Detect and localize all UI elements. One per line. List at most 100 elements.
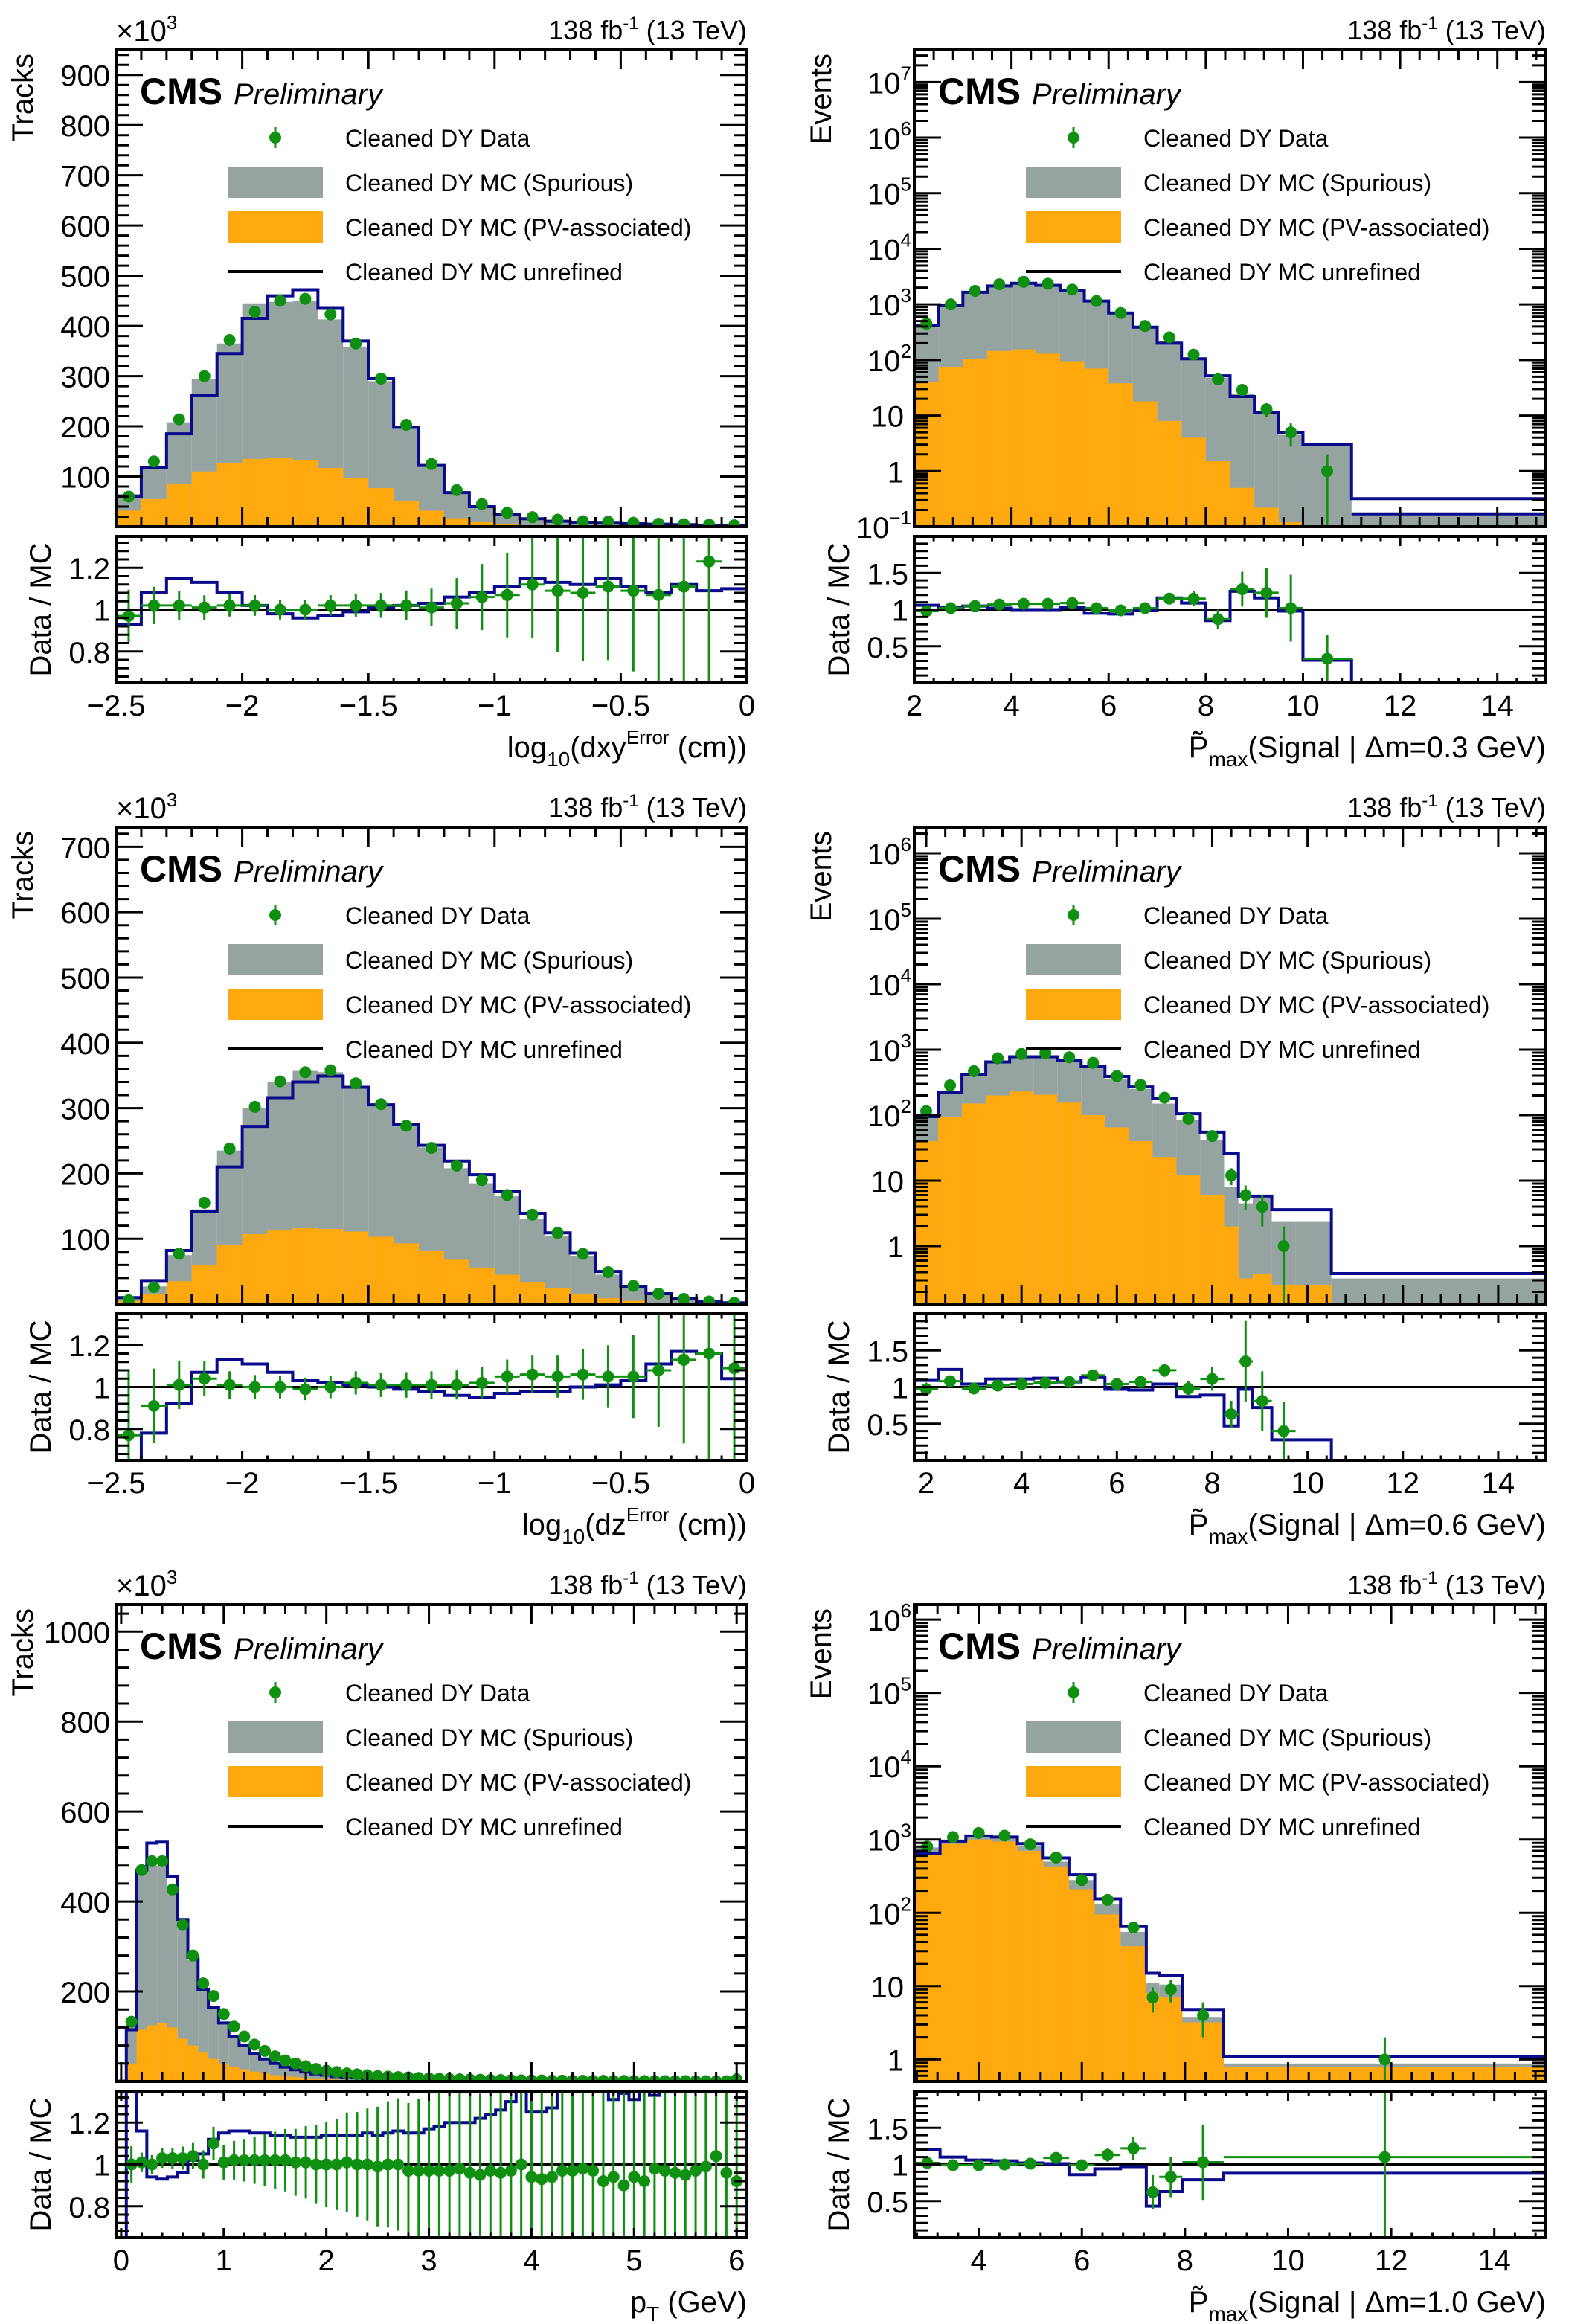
ratio-data-point [217,2156,230,2169]
pv-bar [136,2029,147,2081]
pv-bar [1011,349,1036,527]
data-point [187,1949,199,1962]
legend-label: Cleaned DY Data [345,1680,530,1707]
y-tick-label: 500 [60,963,110,995]
pv-bar [938,367,963,527]
data-point [475,498,488,510]
pv-bar [228,2067,240,2081]
legend-item-data: Cleaned DY Data [1068,125,1329,152]
main-frame [115,1603,748,2083]
ratio-data-point [1050,2151,1062,2164]
data-point [156,1855,169,1867]
x-tick-label: 3 [420,2244,437,2277]
lumi-label: 138 fb-1 (13 TeV) [1347,13,1546,45]
ratio-data-point [463,2166,476,2179]
main-plot-area [914,1826,1546,2081]
pv-bar [494,1274,520,1304]
ratio-data-point [1197,2156,1210,2169]
pv-bar [1181,437,1206,527]
pv-bar [343,1231,369,1304]
legend-label: Cleaned DY MC (Spurious) [1143,947,1431,974]
data-point [1187,348,1200,361]
x-tick-label: 12 [1384,690,1417,722]
panel-dxy: 100 200 300 400 500 600 700 800 900×103 Tracks CMS… [7,11,755,771]
x-tick-label: 8 [1177,2244,1193,2277]
ratio-data-point [382,2158,394,2171]
ratio-data-point [992,1379,1004,1392]
x-tick-label: 5 [626,2244,642,2277]
legend-item-pv: Cleaned DY MC (PV-associated) [228,1766,691,1797]
ratio-data-point [146,2158,158,2171]
ratio-data-point [176,2152,189,2165]
legend-label: Cleaned DY MC (PV-associated) [345,992,691,1018]
ratio-data-point [1146,2186,1159,2198]
y-tick-label: 500 [60,261,110,294]
y-tick-label: 103 [867,1820,911,1858]
ratio-data-point [638,2175,651,2188]
ratio-data-point [197,2158,210,2171]
data-point [602,516,614,527]
ratio-data-point [993,598,1006,611]
data-point [920,318,933,330]
data-point [501,1189,513,1201]
y-tick-label: 103 [867,1030,911,1068]
legend-data-marker-icon [269,909,281,921]
x-tick-label: −2 [225,690,260,722]
x-tick-label: −1.5 [339,1467,398,1500]
pv-bar [290,2076,301,2081]
pv-bar [469,1267,495,1304]
legend-swatch-icon [1026,167,1121,198]
data-point [450,484,463,496]
pv-bar [938,1116,963,1304]
ratio-y-axis-title: Data / MC [25,542,57,676]
y-axis-title: Events [805,54,838,144]
ratio-data-point [258,2154,271,2166]
y-tick-label: 400 [60,311,110,344]
ratio-data-point [972,2159,985,2171]
legend-item-pv: Cleaned DY MC (PV-associated) [1026,211,1489,243]
ratio-data-point [1039,1376,1052,1389]
y-tick-label: 900 [60,60,110,93]
ratio-plot-area [116,1314,747,1460]
panel-pt: 200 400 600 800 1000×103 Tracks CMS Preliminary… [7,1566,748,2324]
data-point [147,1281,160,1294]
ratio-y-axis-title: Data / MC [823,2097,856,2231]
y-axis-title: Tracks [7,54,39,142]
data-point [703,1295,716,1304]
data-point [207,1990,219,2003]
ratio-data-point [324,599,337,612]
data-point [248,2038,261,2051]
x-tick-label: 6 [728,2244,745,2277]
preliminary-label: Preliminary [1032,856,1183,888]
ratio-data-point [453,2163,466,2175]
y-tick-label: 1 [888,2044,904,2077]
x-tick-label: 0 [739,690,755,722]
pv-bar [519,1282,545,1304]
main-frame [115,48,748,528]
y-tick-label: 800 [60,110,110,143]
y-tick-label: 600 [60,1797,110,1829]
y-tick-label: 600 [60,211,110,243]
ratio-y-axis-title: Data / MC [25,2097,57,2231]
ratio-data-point [515,2158,527,2171]
ratio-data-point [678,580,690,593]
ratio-unrefined-step-line [914,1367,1546,1460]
y-axis-title: Events [805,1608,838,1699]
lumi-label: 138 fb-1 (13 TeV) [548,791,747,823]
ratio-data-point [1378,2151,1391,2163]
legend-label: Cleaned DY MC unrefined [1143,1036,1421,1063]
spurious-bar [1278,434,1303,527]
legend-data-marker-icon [1068,909,1079,921]
ratio-data-point [147,1399,160,1412]
y-tick-label: 102 [867,340,911,378]
ratio-data-point [173,599,185,612]
ratio-data-point [173,1378,185,1391]
data-point [495,2074,507,2081]
y-axis-title: Tracks [7,831,39,919]
data-point [324,308,337,321]
data-point [197,1977,210,1990]
ratio-data-point [166,2152,179,2165]
data-point [972,1826,985,1839]
pv-bar [1238,1278,1253,1304]
ratio-data-point [1187,592,1200,605]
